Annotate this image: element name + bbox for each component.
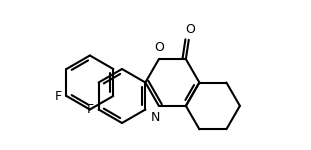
Text: O: O <box>154 41 164 54</box>
Text: O: O <box>186 23 196 36</box>
Text: N: N <box>151 111 160 124</box>
Text: F: F <box>55 90 62 102</box>
Text: F: F <box>87 103 94 116</box>
